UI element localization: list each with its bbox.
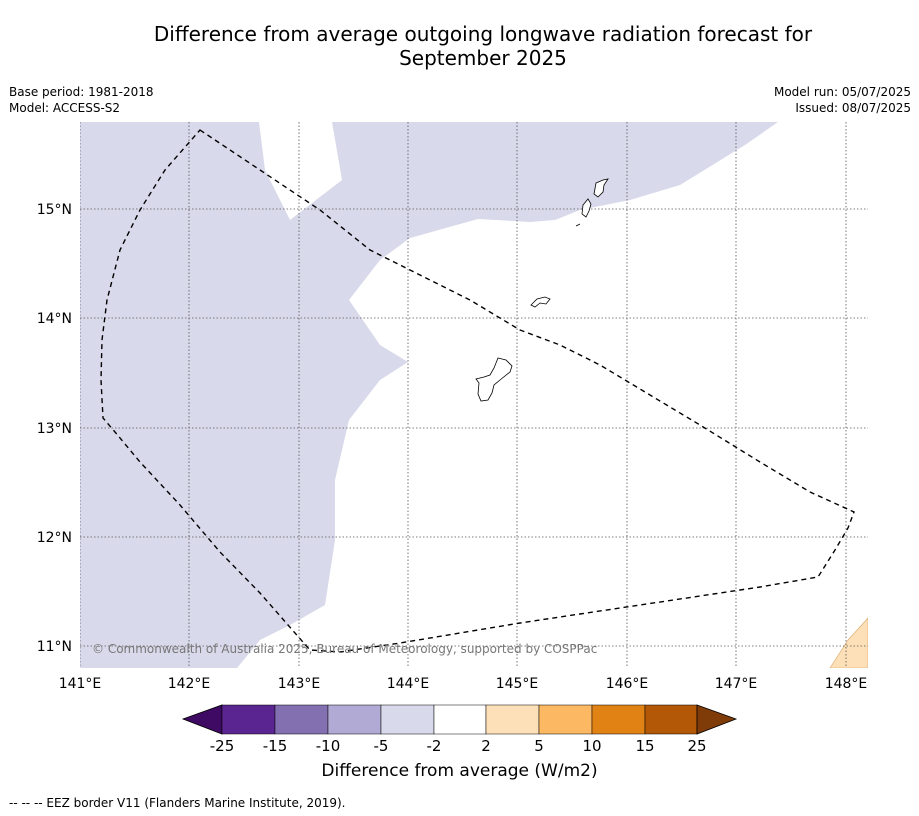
colorbar-bin-5 (433, 704, 487, 735)
base-period: Base period: 1981-2018 (9, 85, 154, 99)
lon-label-143: 143°E (278, 676, 321, 692)
colorbar-tick-2: -15 (263, 737, 288, 755)
colorbar-bin-4 (380, 704, 435, 735)
eez-border (100, 129, 855, 653)
colorbar-extend-low (181, 704, 223, 735)
island-aguijan (575, 223, 581, 227)
lat-label-14: 14°N (37, 311, 72, 327)
lon-label-144: 144°E (387, 676, 430, 692)
island-guam (475, 357, 513, 402)
anomaly-region-southeast (829, 617, 868, 668)
meta-right: Model run: 05/07/2025 Issued: 08/07/2025 (774, 84, 911, 116)
lon-label-141: 141°E (59, 676, 102, 692)
colorbar-bin-3 (327, 704, 382, 735)
colorbar (181, 704, 738, 735)
colorbar-tick-5: -2 (427, 737, 442, 755)
colorbar-bin-9 (644, 704, 698, 735)
colorbar-bin-7 (538, 704, 593, 735)
lon-label-147: 147°E (715, 676, 758, 692)
lat-label-12: 12°N (37, 530, 72, 546)
colorbar-tick-8: 10 (582, 737, 601, 755)
lat-label-15: 15°N (37, 202, 72, 218)
title-line-1: Difference from average outgoing longwav… (153, 22, 813, 46)
colorbar-title: Difference from average (W/m2) (321, 761, 598, 781)
lat-label-11: 11°N (37, 639, 72, 655)
lat-label-13: 13°N (37, 421, 72, 437)
colorbar-tick-3: -10 (316, 737, 341, 755)
colorbar-bin-6 (485, 704, 540, 735)
model-name: Model: ACCESS-S2 (9, 101, 121, 115)
eez-legend-note: -- -- -- EEZ border V11 (Flanders Marine… (9, 796, 346, 810)
island-rota (530, 296, 551, 308)
issued-date: Issued: 08/07/2025 (795, 101, 911, 115)
chart-title: Difference from average outgoing longwav… (0, 22, 919, 70)
colorbar-tick-9: 15 (635, 737, 654, 755)
colorbar-tick-1: -25 (210, 737, 235, 755)
anomaly-region-west (80, 122, 778, 668)
colorbar-tick-4: -5 (374, 737, 389, 755)
lon-label-146: 146°E (606, 676, 649, 692)
meta-left: Base period: 1981-2018 Model: ACCESS-S2 (9, 84, 154, 116)
island-tinian (581, 198, 592, 218)
lon-label-148: 148°E (825, 676, 868, 692)
colorbar-bin-8 (591, 704, 646, 735)
colorbar-bin-2 (274, 704, 329, 735)
colorbar-extend-high (696, 704, 738, 735)
colorbar-bin-1 (221, 704, 276, 735)
island-saipan (593, 178, 609, 198)
colorbar-tick-6: 2 (481, 737, 491, 755)
colorbar-tick-10: 25 (687, 737, 706, 755)
lon-label-145: 145°E (496, 676, 539, 692)
copyright-notice: © Commonwealth of Australia 2025, Bureau… (92, 642, 597, 656)
model-run: Model run: 05/07/2025 (773, 85, 911, 99)
colorbar-tick-7: 5 (534, 737, 544, 755)
title-line-2: September 2025 (399, 46, 567, 70)
lon-label-142: 142°E (168, 676, 211, 692)
